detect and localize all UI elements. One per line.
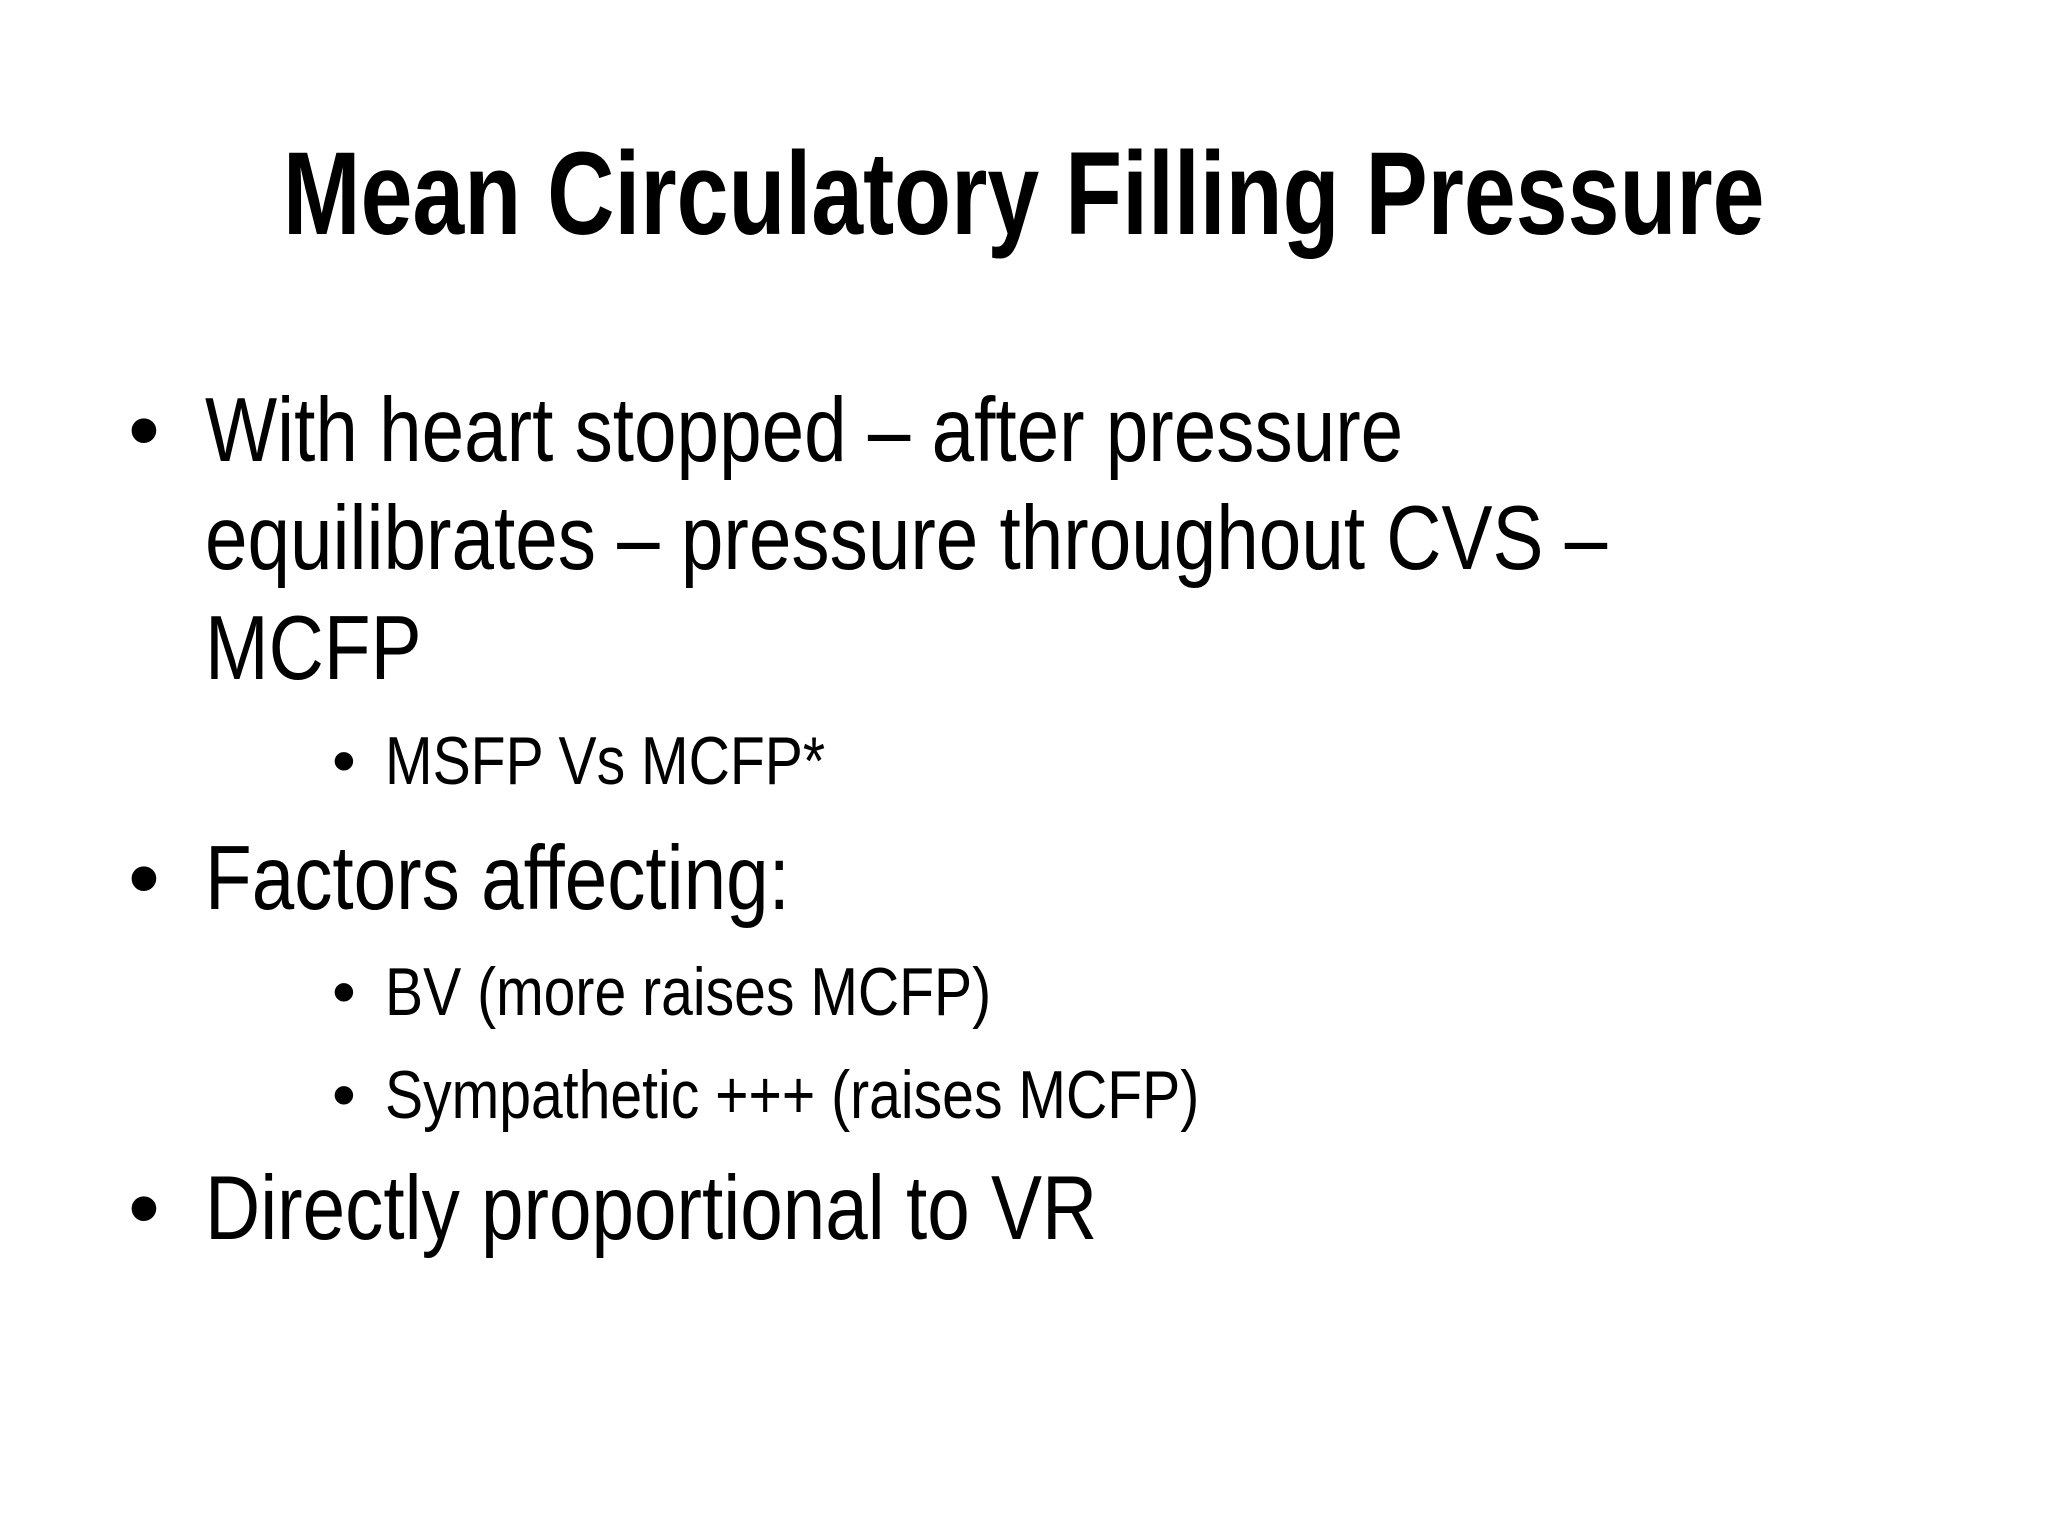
sub-bullet-icon: • [332,1057,356,1133]
sub-bullet-icon: • [332,723,356,799]
bullet-1-line-3: MCFP [205,598,422,699]
slide-title: Mean Circulatory Filling Pressure [0,135,2048,253]
bullet-icon: • [128,828,160,929]
sub-bullet-1-1: MSFP Vs MCFP* [385,723,826,799]
slide-title-text: Mean Circulatory Filling Pressure [283,128,1765,260]
bullet-1-line-1: With heart stopped – after pressure [205,380,1404,481]
bullet-icon: • [128,380,160,481]
sub-bullet-2-1: BV (more raises MCFP) [385,954,992,1030]
bullet-2-line-1: Factors affecting: [205,828,790,929]
bullet-1-line-2: equilibrates – pressure throughout CVS – [205,488,1608,589]
sub-bullet-icon: • [332,954,356,1030]
sub-bullet-2-2: Sympathetic +++ (raises MCFP) [385,1057,1200,1133]
bullet-icon: • [128,1158,160,1259]
bullet-3-line-1: Directly proportional to VR [205,1158,1098,1259]
